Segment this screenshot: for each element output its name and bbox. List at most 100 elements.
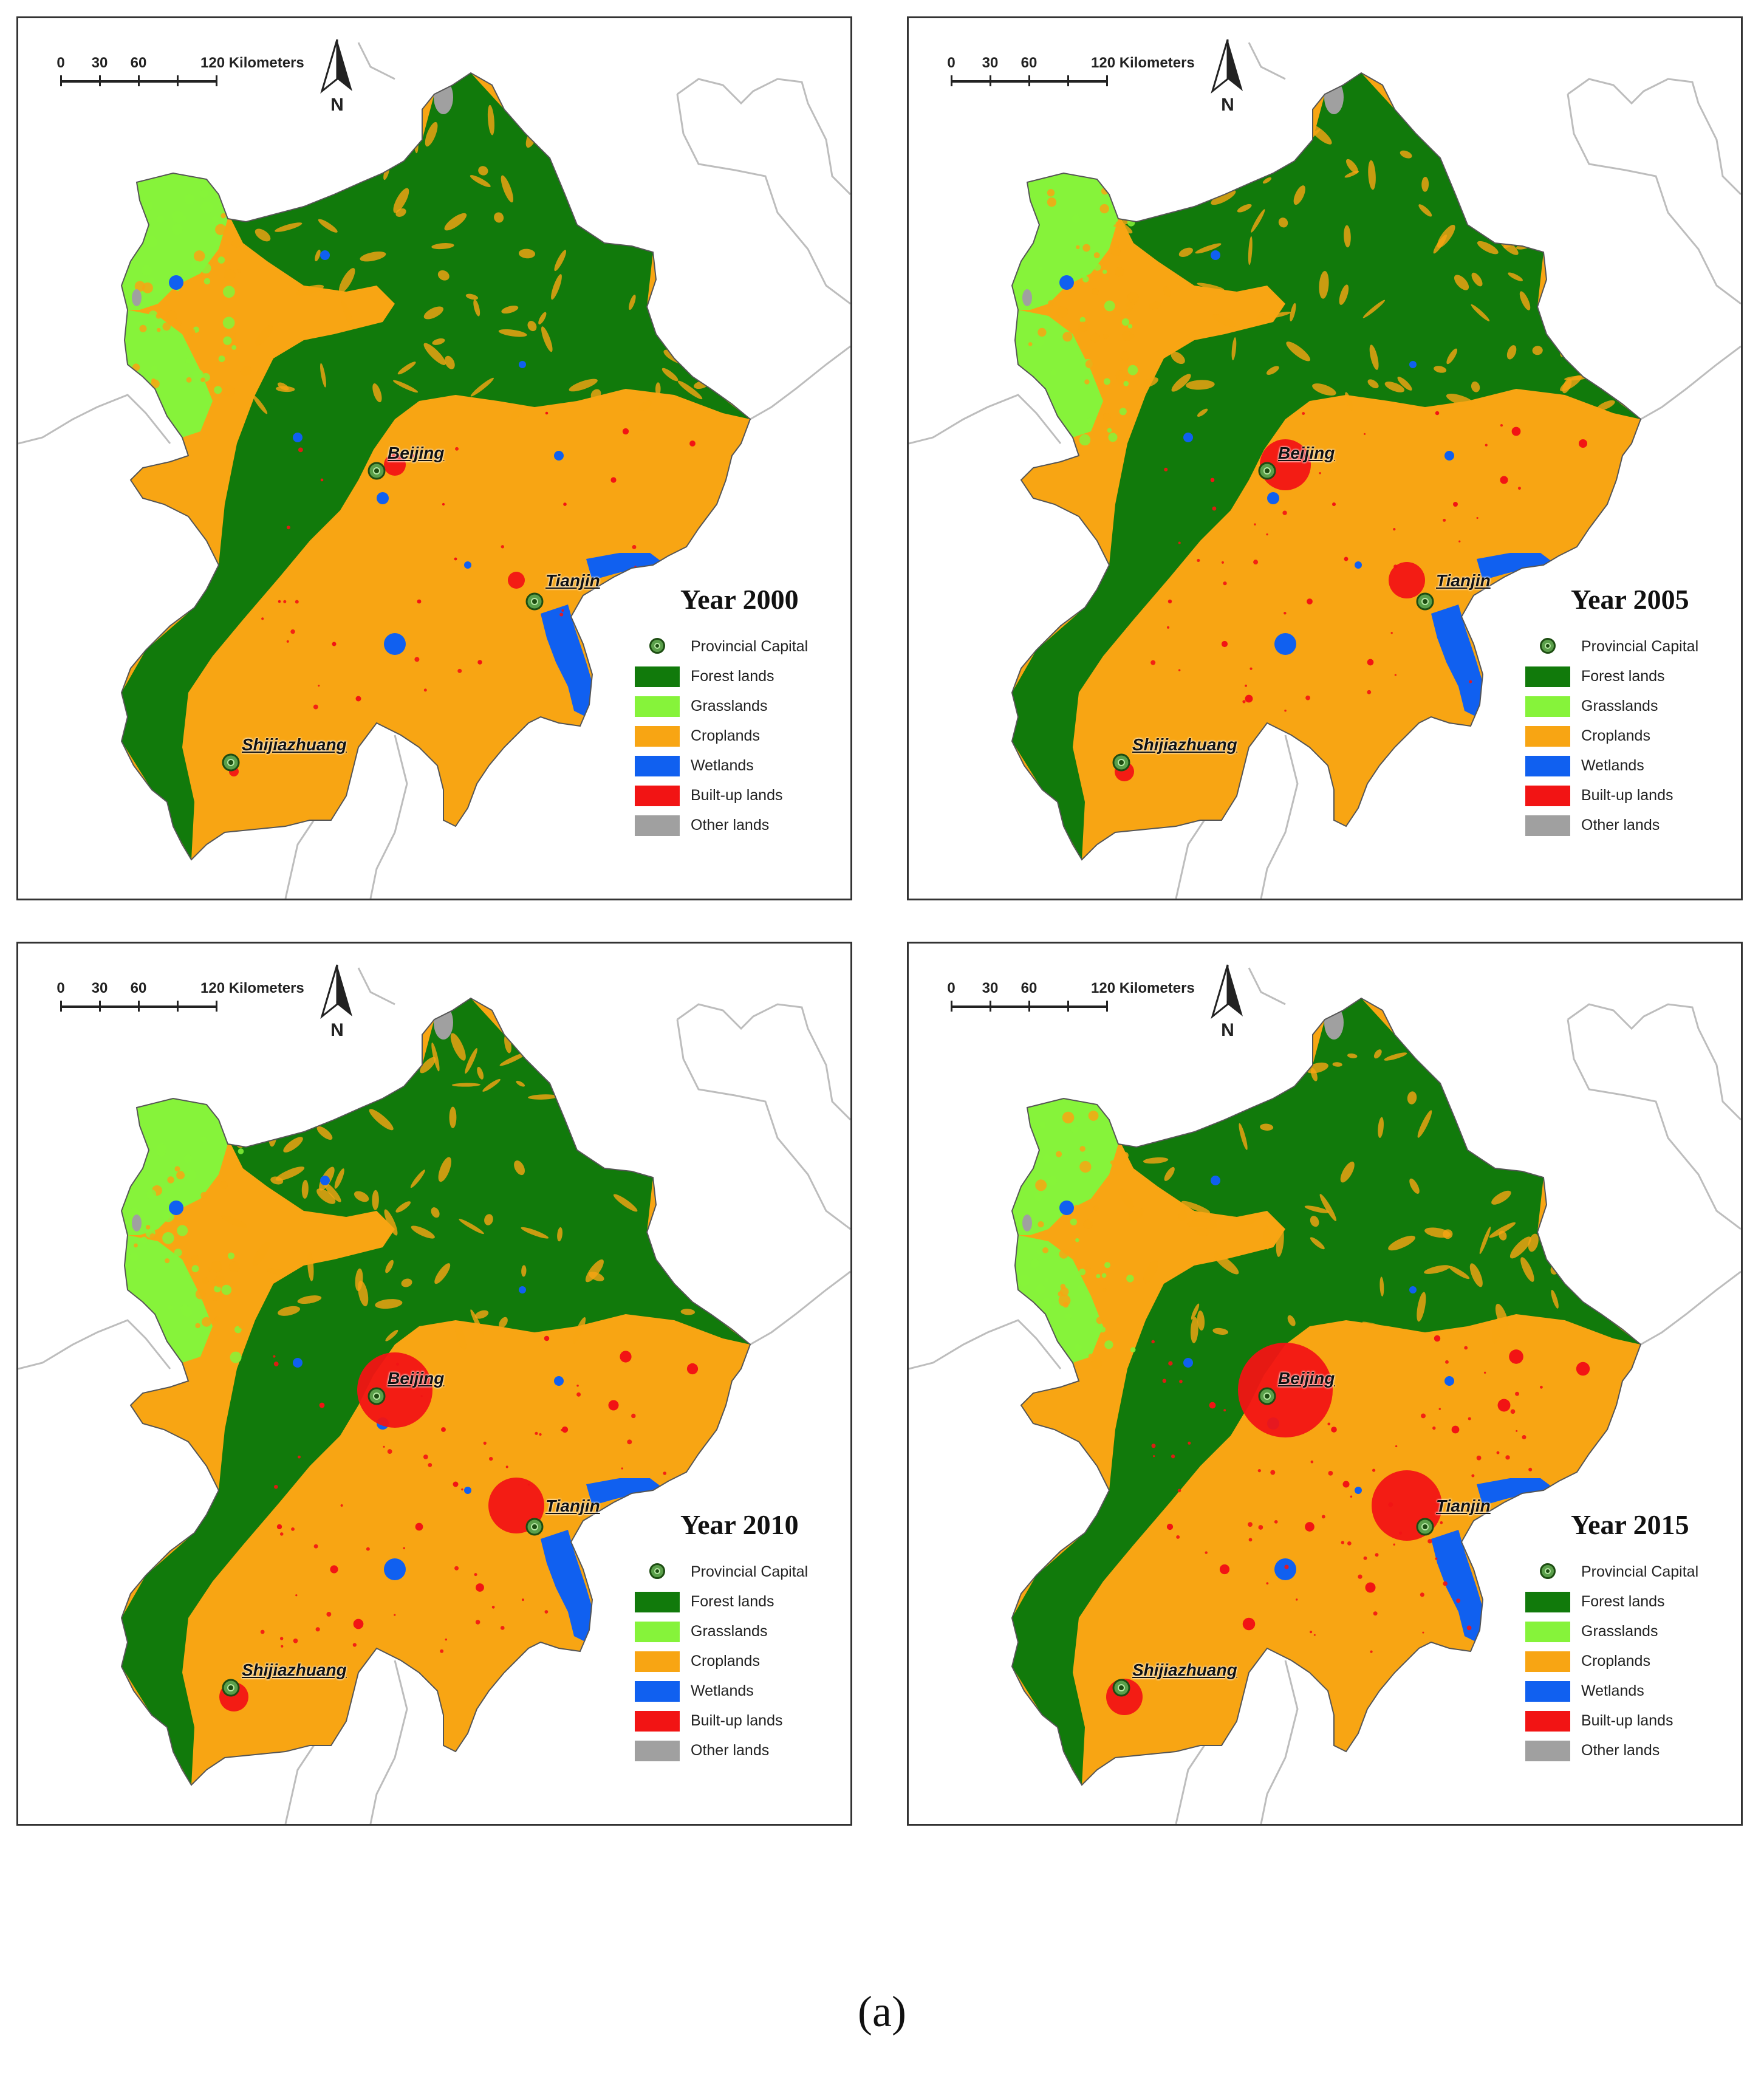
legend-item: Provincial Capital [635,632,841,662]
legend-label: Built-up lands [691,787,783,804]
legend-label: Grasslands [1581,1623,1658,1640]
scale-tick [1106,75,1108,86]
year-title: Year 2005 [1571,584,1689,615]
other-land-area [434,1005,453,1040]
city-label: Tianjin [1436,1496,1491,1515]
forest-area [121,998,750,1785]
city-label: Tianjin [545,571,600,590]
scale-bar: 0 30 60 120 Kilometers [933,980,1195,1029]
legend-label: Croplands [691,1653,760,1670]
legend-item: Built-up lands [635,1706,841,1736]
grassland-area [125,310,213,437]
built-up-beijing [357,1352,432,1428]
legend-swatch [635,696,680,717]
legend-label: Croplands [691,727,760,744]
legend-item: Built-up lands [1525,1706,1732,1736]
wetland-area [541,1530,595,1642]
legend-label: Built-up lands [1581,1712,1673,1729]
provincial-capital-icon [1258,462,1276,480]
wetland-area [1477,1478,1553,1506]
north-arrow: N [1206,36,1249,122]
provincial-capital-icon [1416,592,1434,611]
scale-label: 30 [91,980,108,996]
legend-label: Croplands [1581,727,1650,744]
legend-item: Grasslands [1525,691,1732,721]
scale-tick [99,75,101,86]
year-title: Year 2010 [680,1509,799,1540]
scale-bar: 0 30 60 120 Kilometers [43,55,304,103]
legend-swatch [635,786,680,806]
scale-label: 30 [91,55,108,71]
year-title: Year 2000 [680,584,799,615]
scale-tick [951,75,952,86]
provincial-capital-icon [649,638,665,654]
city-label: Shijiazhuang [242,1660,347,1679]
grassland-area [125,1235,213,1363]
land-use-map [909,42,1741,899]
legend-item: Croplands [1525,721,1732,751]
north-label: N [1221,95,1234,115]
built-up-beijing [384,454,406,476]
legend-label: Forest lands [691,668,774,685]
scale-tick [60,75,62,86]
scale-tick [216,75,217,86]
scale-tick [951,1001,952,1012]
built-up-tianjin [508,572,525,589]
scale-label: 60 [130,980,147,996]
legend-swatch [635,756,680,776]
legend-label: Built-up lands [691,1712,783,1729]
map-panel: 0 30 60 120 Kilometers N Beijing Tianjin Shijia… [16,942,852,1826]
legend-swatch [635,1711,680,1732]
legend-item: Grasslands [635,691,841,721]
scale-tick [177,75,179,86]
figure-caption: (a) [858,1987,906,2036]
provincial-capital-icon [368,1387,386,1405]
legend-swatch [635,726,680,747]
legend-label: Other lands [1581,1742,1660,1759]
legend-item: Wetlands [635,751,841,781]
legend-label: Wetlands [1581,757,1644,774]
scale-tick [138,1001,140,1012]
scale-label: 0 [56,980,65,996]
legend-label: Other lands [691,817,770,834]
north-arrow-icon [320,964,352,1019]
scale-bar: 0 30 60 120 Kilometers [43,980,304,1029]
region-outline [120,997,751,1786]
forest-area [1012,998,1641,1785]
legend: Provincial Capital Forest lands Grasslands… [635,1557,841,1766]
other-land-area [434,80,453,114]
provincial-capital-icon [1540,1563,1556,1579]
provincial-capital-icon [1112,753,1130,772]
region-outline [120,72,751,861]
legend-label: Provincial Capital [691,1563,808,1580]
provincial-capital-icon [222,1679,240,1697]
legend-swatch [635,1592,680,1612]
legend-label: Forest lands [1581,668,1665,685]
scale-tick [1028,75,1030,86]
provincial-capital-icon [1416,1518,1434,1536]
legend-label: Built-up lands [1581,787,1673,804]
legend-swatch [1525,696,1570,717]
legend-label: Wetlands [1581,1682,1644,1699]
neighbor-boundaries [909,42,1741,899]
region-outline [1011,997,1642,1786]
scale-tick [1067,1001,1069,1012]
provincial-capital-icon [368,462,386,480]
grassland-area [121,1098,228,1235]
city-label: Tianjin [1436,571,1491,590]
city-label: Beijing [388,444,445,462]
map-panel: 0 30 60 120 Kilometers N Beijing Tianjin Shijia… [907,16,1743,900]
legend-label: Other lands [1581,817,1660,834]
city-label: Beijing [1278,1369,1335,1388]
legend-item: Croplands [635,721,841,751]
legend-item: Wetlands [1525,1676,1732,1706]
legend-swatch [635,815,680,836]
legend-label: Forest lands [691,1593,774,1610]
legend-item: Croplands [1525,1646,1732,1676]
grassland-area [1012,173,1118,310]
wetland-area [586,1478,662,1506]
legend-item: Wetlands [1525,751,1732,781]
legend-item: Built-up lands [1525,781,1732,810]
legend-item: Forest lands [1525,1587,1732,1617]
legend-swatch [635,1651,680,1672]
